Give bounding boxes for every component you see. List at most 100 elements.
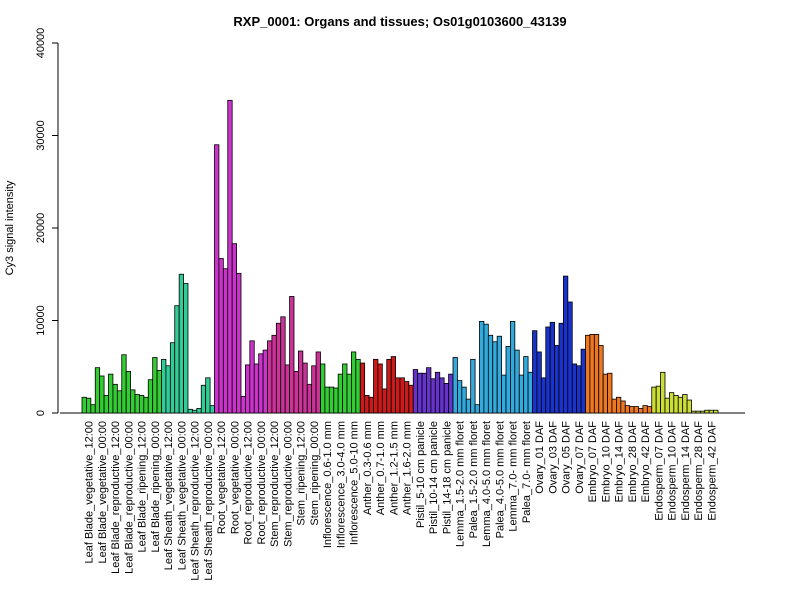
bar bbox=[320, 363, 326, 414]
bar bbox=[275, 322, 282, 414]
bar bbox=[620, 400, 626, 414]
x-tick-label: Leaf Sheath_reproductive_00:00 bbox=[203, 421, 215, 581]
x-tick-label: Embryo_10 DAF bbox=[600, 421, 612, 503]
bar bbox=[593, 333, 600, 414]
bar bbox=[686, 399, 692, 414]
bar bbox=[669, 392, 675, 414]
bar bbox=[501, 374, 507, 414]
bar bbox=[139, 395, 145, 414]
bar bbox=[134, 394, 140, 414]
bar bbox=[629, 406, 635, 414]
bar bbox=[571, 363, 578, 414]
x-tick-label: Stem_ripening_00:00 bbox=[309, 421, 321, 526]
bar bbox=[99, 375, 105, 414]
bar bbox=[638, 407, 644, 414]
x-tick-label: Anther_0.3-0.6 mm bbox=[362, 421, 374, 515]
bar bbox=[94, 367, 101, 414]
x-tick-label: Stem_reproductive_00:00 bbox=[282, 421, 294, 547]
bar bbox=[426, 367, 432, 414]
bar bbox=[165, 365, 171, 414]
bar bbox=[381, 388, 388, 414]
bar bbox=[452, 357, 458, 414]
x-tick-label: Root_reproductive_00:00 bbox=[256, 421, 268, 545]
x-tick-label: Root_reproductive_12:00 bbox=[243, 421, 255, 545]
bar bbox=[373, 358, 379, 414]
bar bbox=[218, 258, 224, 414]
bar bbox=[342, 363, 348, 414]
x-tick-label: Endosperm_14 DAF bbox=[680, 421, 692, 521]
x-tick-label: Inflorescence_0.6-1.0 mm bbox=[322, 421, 334, 548]
bar bbox=[598, 345, 604, 414]
bar bbox=[103, 395, 109, 414]
x-tick-label: Inflorescence_5.0-10 mm bbox=[349, 421, 361, 545]
bar bbox=[549, 321, 555, 414]
bar bbox=[470, 358, 476, 414]
x-tick-label: Anther_1.6-2.0 mm bbox=[402, 421, 414, 515]
x-tick-label: Leaf Blade_vegetative_00:00 bbox=[97, 421, 109, 564]
bar bbox=[457, 380, 463, 414]
x-tick-label: Leaf Blade_reproductive_12:00 bbox=[110, 421, 122, 574]
bar bbox=[536, 351, 542, 414]
bar bbox=[510, 321, 516, 414]
bar bbox=[368, 396, 374, 414]
bar bbox=[540, 377, 547, 414]
bar bbox=[448, 373, 454, 414]
bar bbox=[408, 384, 414, 414]
bar bbox=[324, 386, 330, 414]
bar bbox=[412, 369, 419, 414]
x-tick-label: Lemma_1.5-2.0 mm floret bbox=[455, 421, 467, 547]
x-tick-label: Endosperm_10 DAF bbox=[667, 421, 679, 521]
bar bbox=[395, 377, 401, 414]
bar bbox=[174, 305, 180, 414]
bar bbox=[563, 275, 569, 414]
bar bbox=[337, 373, 343, 414]
bars bbox=[81, 99, 719, 414]
bar bbox=[178, 273, 184, 414]
x-tick-label: Endosperm_28 DAF bbox=[693, 421, 705, 521]
bar bbox=[624, 405, 631, 414]
bar bbox=[404, 381, 410, 414]
bar bbox=[152, 357, 158, 414]
bar bbox=[651, 386, 657, 414]
bar bbox=[359, 362, 366, 414]
x-tick-label: Root_vegetative_00:00 bbox=[229, 421, 241, 534]
bar bbox=[487, 334, 494, 414]
x-tick-label: Inflorescence_3.0-4.0 mm bbox=[335, 421, 347, 548]
bar bbox=[192, 409, 198, 414]
bar bbox=[580, 348, 586, 414]
bar bbox=[311, 365, 317, 414]
bar bbox=[377, 363, 383, 414]
bar bbox=[677, 396, 684, 414]
bar bbox=[253, 363, 260, 414]
bar bbox=[496, 335, 502, 414]
y-tick-label: 20000 bbox=[35, 213, 47, 244]
bar bbox=[421, 372, 427, 414]
bar bbox=[461, 386, 467, 414]
x-tick-label: Anther_1.2-1.5 mm bbox=[388, 421, 400, 515]
y-tick-label: 40000 bbox=[35, 28, 47, 59]
bar bbox=[673, 395, 679, 414]
x-tick-label: Pistil_14-18 cm panicle bbox=[441, 421, 453, 534]
bar bbox=[284, 364, 290, 414]
bar bbox=[86, 397, 92, 414]
x-tick-label: Anther_0.7-1.0 mm bbox=[375, 421, 387, 515]
bar bbox=[156, 370, 162, 414]
bar bbox=[567, 301, 573, 414]
x-tick-label: Pistil_5-10 cm panicle bbox=[415, 421, 427, 528]
bar bbox=[518, 374, 525, 414]
x-tick-label: Ovary_05 DAF bbox=[561, 421, 573, 494]
x-tick-label: Ovary_07 DAF bbox=[574, 421, 586, 494]
bar bbox=[143, 396, 149, 414]
x-tick-label: Stem_ripening_12:00 bbox=[296, 421, 308, 526]
bar bbox=[545, 326, 551, 414]
bar bbox=[576, 365, 582, 414]
x-tick-label: Palea_4.0-5.0 mm floret bbox=[494, 421, 506, 538]
x-tick-label: Lemma_7.0- mm floret bbox=[508, 421, 520, 532]
x-tick-label: Embryo_07 DAF bbox=[587, 421, 599, 503]
bar bbox=[222, 268, 229, 414]
bar bbox=[240, 395, 246, 414]
bar bbox=[646, 406, 653, 414]
x-tick-label: Leaf Sheath_vegetative_12:00 bbox=[163, 421, 175, 570]
x-tick-label: Ovary_03 DAF bbox=[547, 421, 559, 494]
bar bbox=[293, 370, 299, 414]
